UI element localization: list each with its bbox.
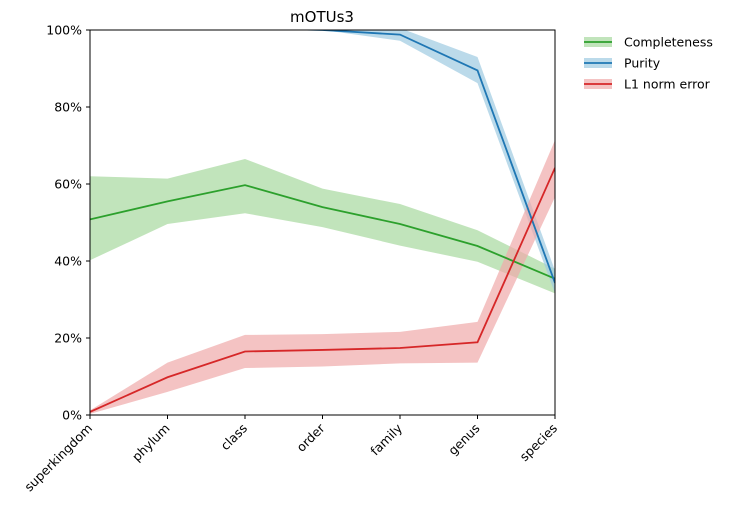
x-tick-label: phylum — [129, 421, 173, 465]
legend-label: Purity — [624, 56, 661, 71]
x-tick-label: order — [293, 420, 328, 455]
legend-label: L1 norm error — [624, 77, 711, 92]
y-tick-label: 20% — [54, 331, 82, 346]
completeness-band — [90, 159, 555, 293]
chart-title: mOTUs3 — [290, 8, 354, 26]
y-tick-label: 80% — [54, 100, 82, 115]
x-tick-label: species — [517, 421, 561, 465]
legend-item-completeness: Completeness — [584, 35, 713, 50]
x-tick-label: family — [367, 420, 405, 458]
legend-item-purity: Purity — [584, 56, 661, 71]
x-tick-label: superkingdom — [21, 421, 95, 495]
legend: Completeness Purity L1 norm error — [584, 35, 713, 92]
plot-area — [90, 28, 555, 415]
series-layer — [90, 28, 555, 414]
x-tick-label: genus — [445, 421, 482, 458]
y-tick-label: 100% — [46, 23, 82, 38]
y-tick-label: 0% — [62, 408, 82, 423]
y-tick-label: 60% — [54, 177, 82, 192]
legend-item-l1-norm-error: L1 norm error — [584, 77, 711, 92]
legend-label: Completeness — [624, 35, 713, 50]
y-tick-label: 40% — [54, 254, 82, 269]
x-tick-label: class — [218, 421, 251, 454]
y-axis: 0% 20% 40% 60% 80% 100% — [46, 23, 90, 423]
